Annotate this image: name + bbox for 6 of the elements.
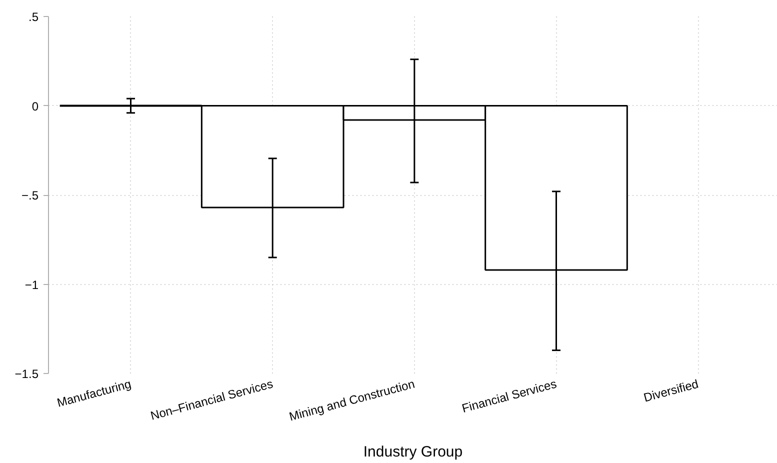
y-tick-label: .5 bbox=[28, 10, 39, 24]
y-tick-label: −1.5 bbox=[14, 367, 39, 381]
y-tick-label: −.5 bbox=[21, 188, 39, 202]
x-axis-title: Industry Group bbox=[363, 444, 463, 461]
y-tick-label: 0 bbox=[32, 99, 39, 114]
y-tick-label: −1 bbox=[24, 278, 39, 292]
